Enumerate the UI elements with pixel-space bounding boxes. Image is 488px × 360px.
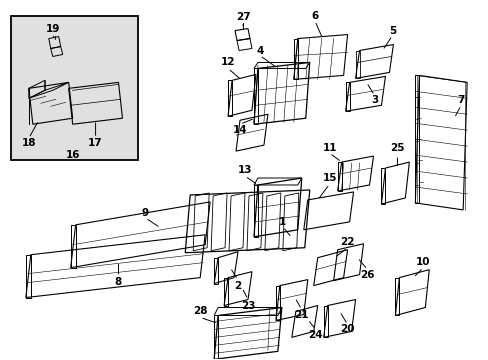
Text: 18: 18 xyxy=(21,138,36,148)
Text: 13: 13 xyxy=(237,165,252,175)
Text: 4: 4 xyxy=(256,45,263,55)
Text: 20: 20 xyxy=(340,324,354,334)
Text: 12: 12 xyxy=(221,58,235,67)
Text: 27: 27 xyxy=(235,12,250,22)
Text: 23: 23 xyxy=(240,301,255,311)
Text: 14: 14 xyxy=(232,125,247,135)
Text: 11: 11 xyxy=(322,143,336,153)
Text: 26: 26 xyxy=(360,270,374,280)
Text: 16: 16 xyxy=(65,150,80,160)
Text: 3: 3 xyxy=(370,95,377,105)
Text: 19: 19 xyxy=(45,24,60,33)
Text: 10: 10 xyxy=(415,257,429,267)
Text: 2: 2 xyxy=(234,280,241,291)
Text: 22: 22 xyxy=(340,237,354,247)
Text: 6: 6 xyxy=(310,11,318,21)
Text: 21: 21 xyxy=(294,310,308,320)
Text: 15: 15 xyxy=(322,173,336,183)
Text: 25: 25 xyxy=(389,143,404,153)
Text: 24: 24 xyxy=(308,330,323,341)
Text: 28: 28 xyxy=(193,306,207,316)
Text: 8: 8 xyxy=(115,276,122,287)
Text: 1: 1 xyxy=(279,217,286,227)
Text: 7: 7 xyxy=(457,95,464,105)
Bar xyxy=(11,15,138,160)
Text: 5: 5 xyxy=(388,26,395,36)
Text: 17: 17 xyxy=(88,138,102,148)
Text: 9: 9 xyxy=(142,208,149,218)
